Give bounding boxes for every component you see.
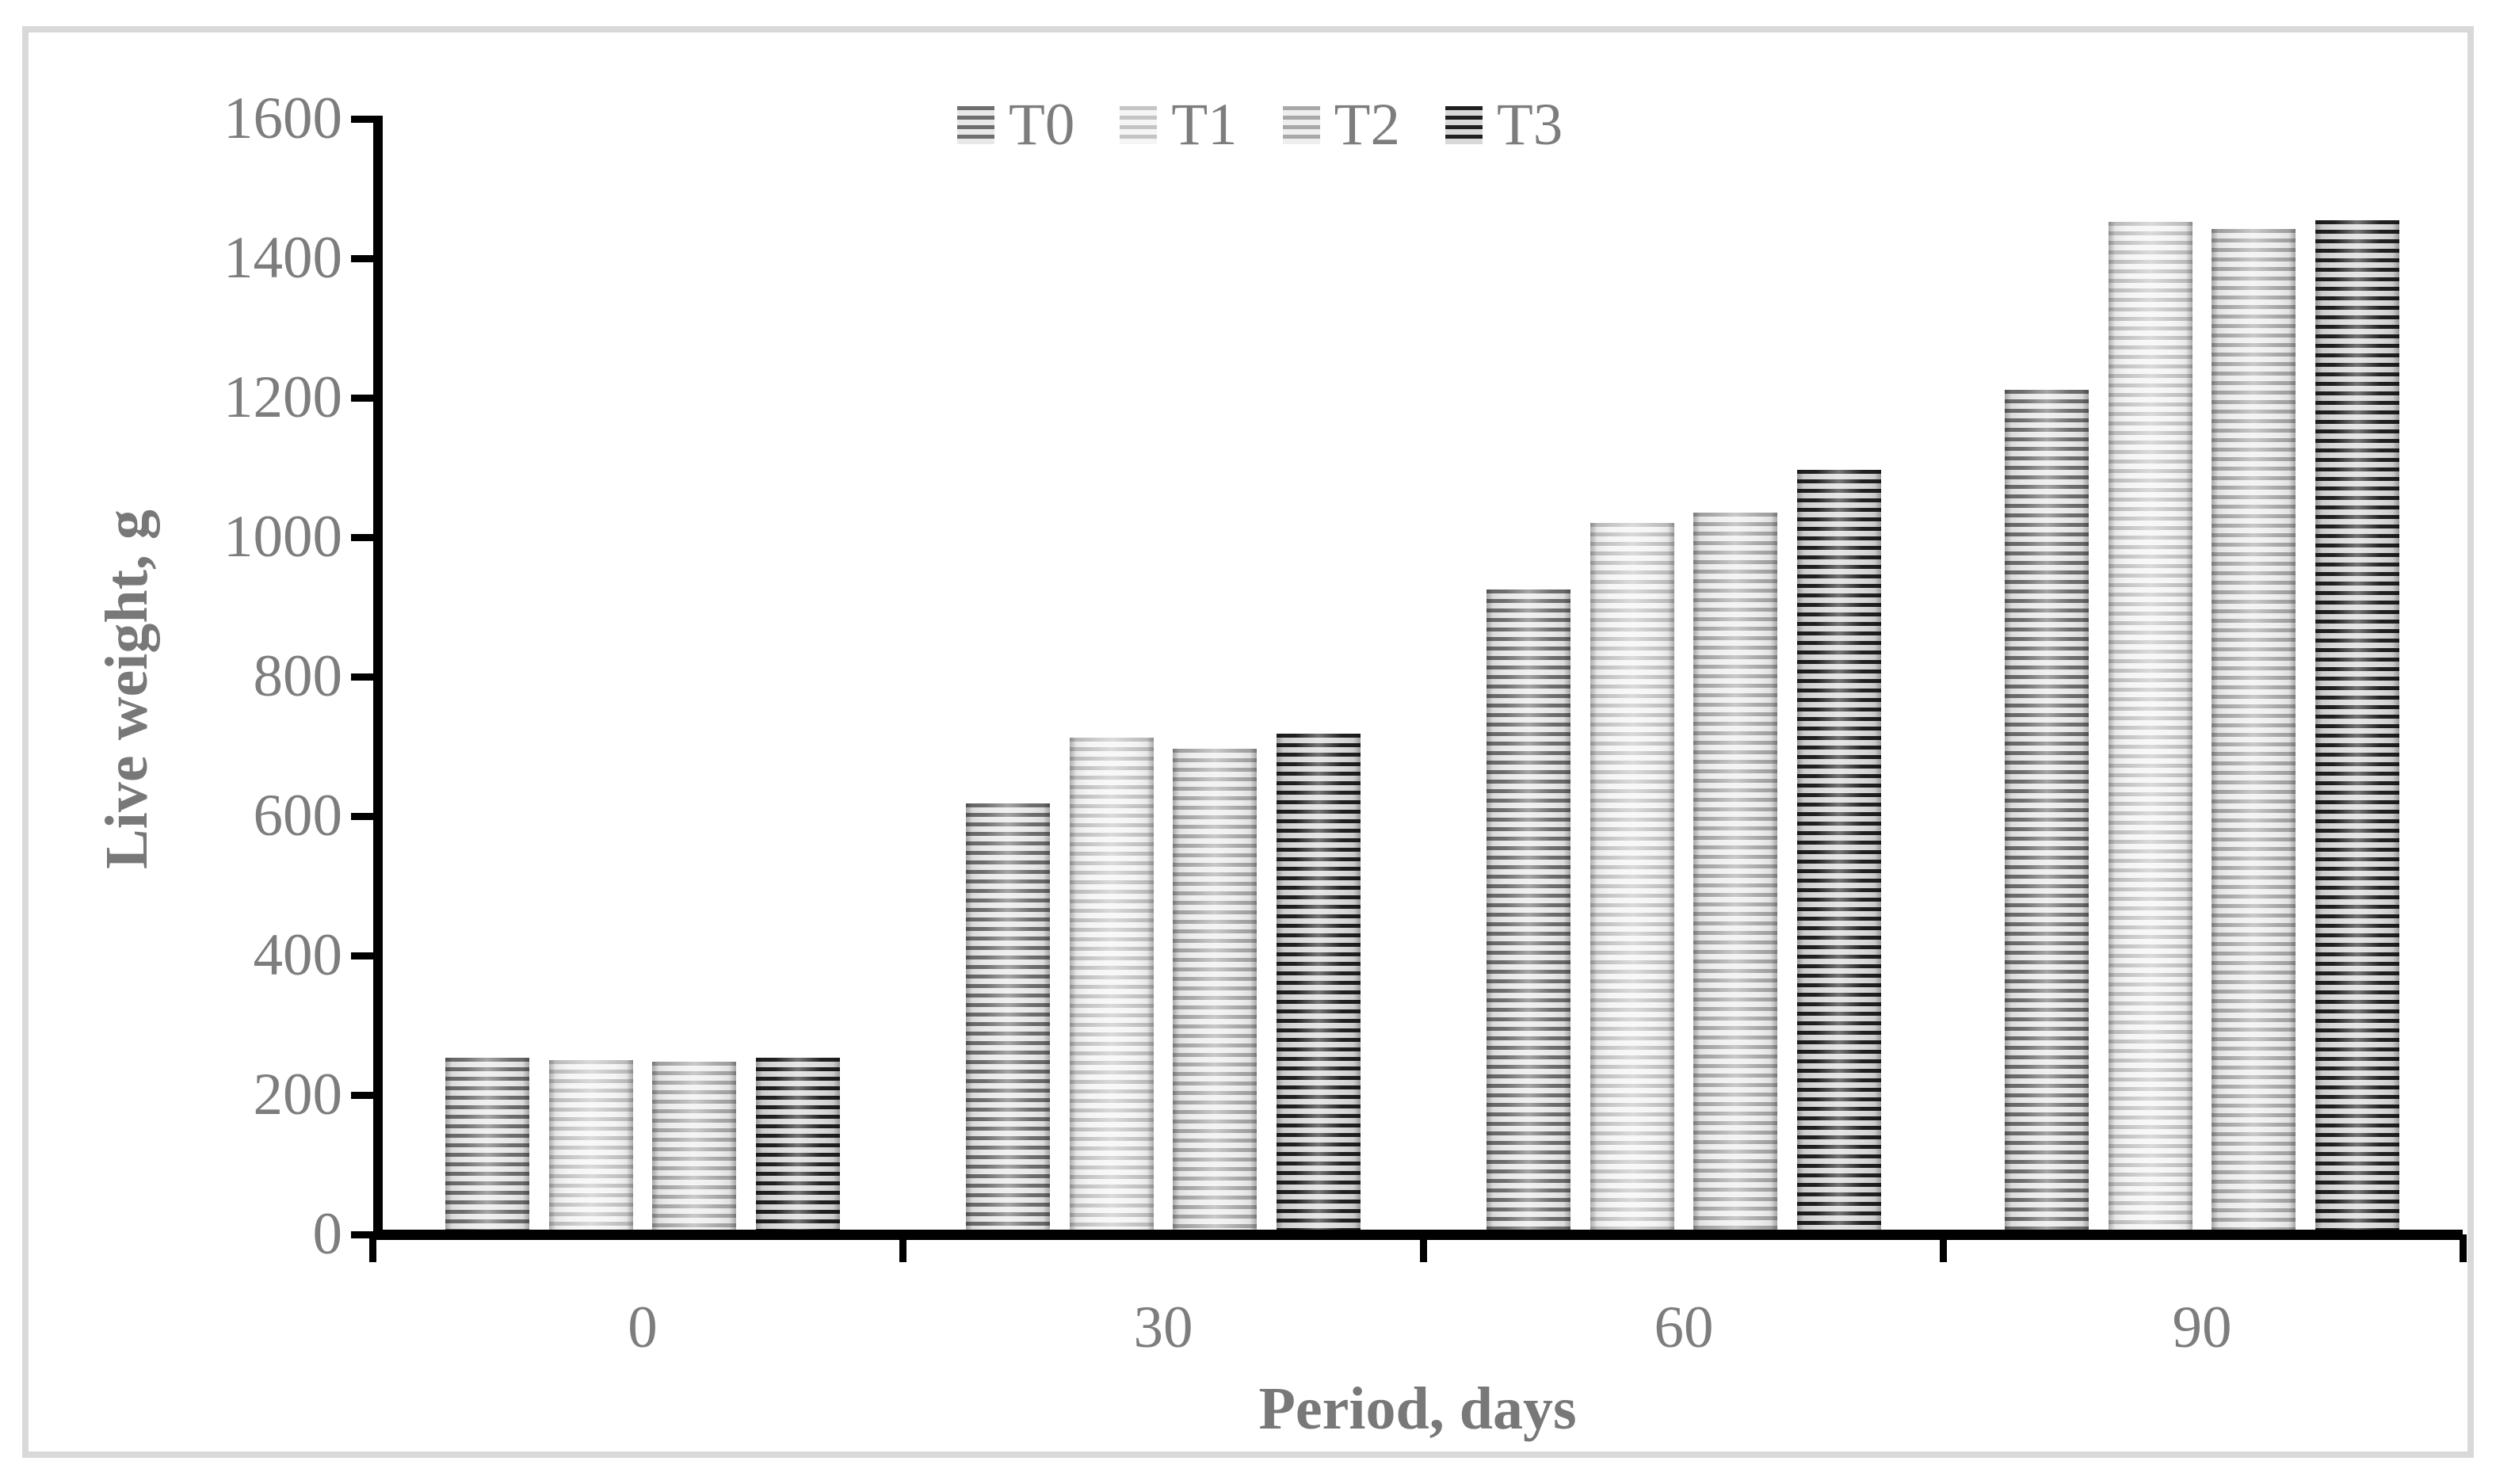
bar-shade-overlay <box>755 1058 840 1230</box>
bar-shade-overlay <box>1796 469 1881 1230</box>
y-tick-label: 1400 <box>223 225 342 291</box>
legend-swatch-T2 <box>1282 106 1320 144</box>
y-tick-label: 600 <box>253 783 343 849</box>
bar-shade-overlay <box>2315 220 2399 1230</box>
y-axis-line <box>373 116 383 1239</box>
x-tick <box>1420 1234 1427 1262</box>
x-tick <box>1939 1234 1947 1262</box>
x-tick <box>2459 1234 2467 1262</box>
legend-label: T3 <box>1496 92 1563 158</box>
legend-label: T2 <box>1334 92 1400 158</box>
y-tick-label: 400 <box>253 922 343 988</box>
bar-shade-overlay <box>1276 734 1361 1230</box>
bar-T1-60 <box>1590 523 1674 1230</box>
y-tick-label: 0 <box>312 1201 343 1267</box>
bar-T3-60 <box>1796 469 1881 1230</box>
x-tick-label: 0 <box>628 1295 658 1360</box>
bar-shade-overlay <box>445 1058 530 1230</box>
bar-T1-90 <box>2108 222 2193 1230</box>
bar-T3-90 <box>2315 220 2399 1230</box>
bar-T1-0 <box>548 1060 633 1230</box>
y-tick <box>351 812 373 820</box>
bar-T1-30 <box>1069 737 1154 1230</box>
legend-swatch-T3 <box>1445 106 1483 144</box>
bar-shade-overlay <box>2108 222 2193 1230</box>
figure-frame <box>22 26 2474 1458</box>
bar-shade-overlay <box>1693 513 1778 1230</box>
legend-item-T0: T0 <box>957 93 1074 157</box>
legend-item-T3: T3 <box>1445 93 1563 157</box>
y-tick-label: 1000 <box>223 504 342 570</box>
bar-T0-30 <box>966 803 1051 1230</box>
y-tick-label: 800 <box>253 643 343 709</box>
x-tick <box>899 1234 906 1262</box>
bar-shade-overlay <box>1487 589 1571 1230</box>
bar-T0-90 <box>2005 390 2090 1230</box>
bar-T2-0 <box>652 1061 737 1230</box>
y-tick <box>351 952 373 959</box>
y-tick-label: 200 <box>253 1062 343 1127</box>
bar-shade-overlay <box>548 1060 633 1230</box>
x-axis-title: Period, days <box>1258 1375 1577 1442</box>
legend: T0 T1 T2 T3 <box>957 93 1563 157</box>
y-tick <box>351 394 373 402</box>
bar-shade-overlay <box>1590 523 1674 1230</box>
legend-label: T1 <box>1171 92 1238 158</box>
bar-T0-0 <box>445 1058 530 1230</box>
bar-T0-60 <box>1487 589 1571 1230</box>
bar-shade-overlay <box>2005 390 2090 1230</box>
x-tick-label: 30 <box>1133 1295 1193 1360</box>
legend-item-T1: T1 <box>1120 92 1238 158</box>
bar-shade-overlay <box>2212 229 2296 1230</box>
y-tick <box>351 1230 373 1238</box>
y-tick-label: 1200 <box>223 364 342 430</box>
bar-T3-30 <box>1276 734 1361 1230</box>
y-tick <box>351 1091 373 1099</box>
bar-T2-90 <box>2212 229 2296 1230</box>
x-tick <box>369 1234 376 1262</box>
y-tick <box>351 673 373 681</box>
bar-T3-0 <box>755 1058 840 1230</box>
legend-label: T0 <box>1009 92 1075 158</box>
legend-swatch-T1 <box>1120 106 1158 144</box>
bar-shade-overlay <box>652 1061 737 1230</box>
x-axis-line <box>373 1230 2463 1240</box>
y-tick <box>351 533 373 541</box>
x-tick-label: 60 <box>1654 1295 1714 1360</box>
bar-T2-60 <box>1693 513 1778 1230</box>
bar-T2-30 <box>1173 748 1258 1230</box>
y-tick <box>351 254 373 262</box>
bar-shade-overlay <box>1173 748 1258 1230</box>
y-tick <box>351 115 373 123</box>
legend-item-T2: T2 <box>1282 92 1400 158</box>
legend-swatch-T0 <box>957 106 994 144</box>
bar-shade-overlay <box>1069 737 1154 1230</box>
y-tick-label: 1600 <box>223 86 342 151</box>
bar-shade-overlay <box>966 803 1051 1230</box>
x-tick-label: 90 <box>2172 1295 2232 1360</box>
